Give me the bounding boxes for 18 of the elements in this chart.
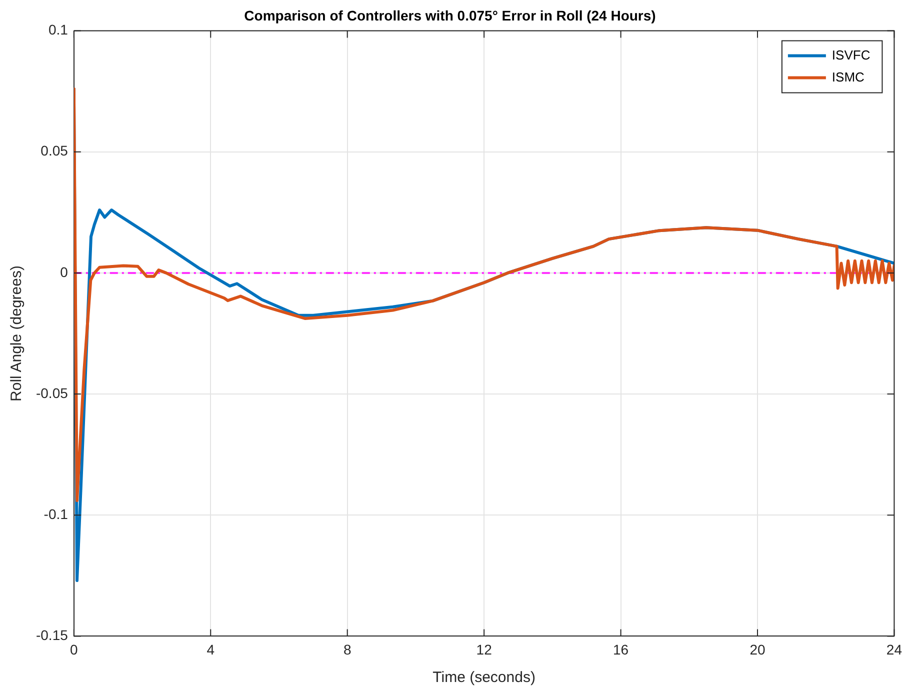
x-tick-label: 0 — [70, 641, 78, 658]
x-tick-label: 12 — [476, 641, 492, 658]
y-tick-label: -0.15 — [36, 627, 68, 644]
x-axis-title: Time (seconds) — [432, 669, 536, 686]
x-tick-label: 24 — [886, 641, 902, 658]
x-tick-label: 8 — [343, 641, 352, 658]
y-tick-label: -0.05 — [36, 384, 68, 401]
legend-label: ISVFC — [832, 47, 870, 62]
legend-label: ISMC — [832, 69, 864, 84]
y-tick-label: -0.1 — [44, 506, 68, 522]
x-tick-label: 16 — [612, 641, 629, 658]
y-axis-title: Roll Angle (degrees) — [8, 266, 26, 402]
y-tick-label: 0 — [60, 264, 68, 280]
y-tick-label: 0.05 — [40, 142, 68, 159]
x-tick-label: 20 — [750, 641, 766, 658]
x-tick-label: 4 — [206, 641, 215, 658]
chart-title: Comparison of Controllers with 0.075° Error in Roll (24 Hours) — [244, 7, 656, 24]
y-tick-label: 0.1 — [48, 22, 68, 38]
